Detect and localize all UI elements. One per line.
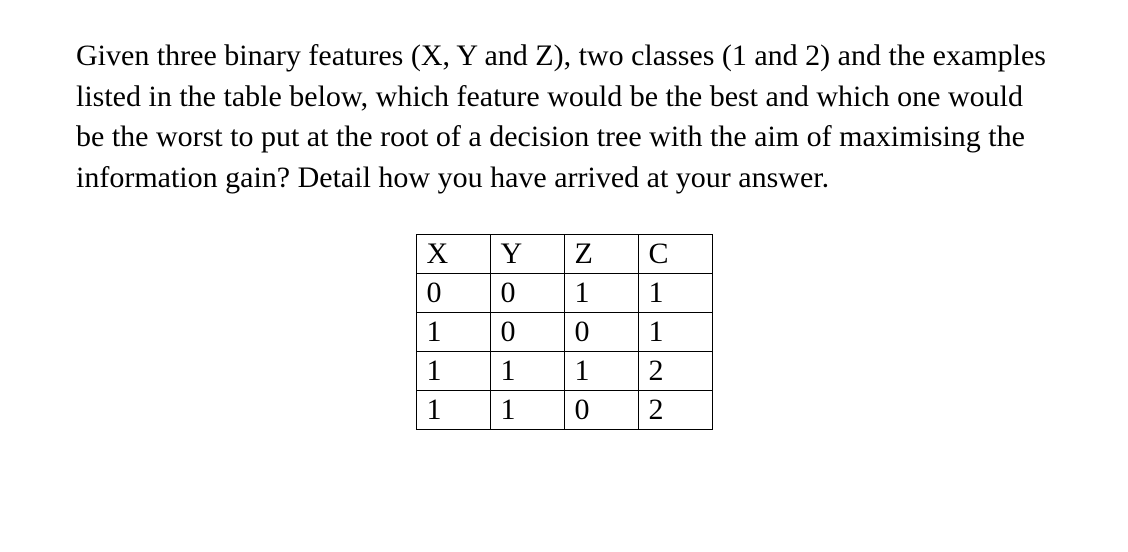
- table-header-row: X Y Z C: [416, 235, 712, 274]
- cell: 0: [490, 313, 564, 352]
- cell: 1: [638, 313, 712, 352]
- cell: 1: [416, 313, 490, 352]
- cell: 1: [416, 391, 490, 430]
- col-header: C: [638, 235, 712, 274]
- cell: 0: [564, 313, 638, 352]
- table-row: 1 0 0 1: [416, 313, 712, 352]
- col-header: Y: [490, 235, 564, 274]
- cell: 1: [416, 352, 490, 391]
- table-row: 0 0 1 1: [416, 274, 712, 313]
- table-row: 1 1 0 2: [416, 391, 712, 430]
- cell: 1: [638, 274, 712, 313]
- cell: 1: [564, 274, 638, 313]
- cell: 1: [490, 352, 564, 391]
- cell: 0: [564, 391, 638, 430]
- table-container: X Y Z C 0 0 1 1 1 0 0 1: [76, 234, 1052, 430]
- document-page: Given three binary features (X, Y and Z)…: [0, 0, 1128, 430]
- col-header: Z: [564, 235, 638, 274]
- cell: 2: [638, 391, 712, 430]
- cell: 1: [564, 352, 638, 391]
- cell: 0: [490, 274, 564, 313]
- table-row: 1 1 1 2: [416, 352, 712, 391]
- cell: 2: [638, 352, 712, 391]
- col-header: X: [416, 235, 490, 274]
- cell: 0: [416, 274, 490, 313]
- cell: 1: [490, 391, 564, 430]
- question-text: Given three binary features (X, Y and Z)…: [76, 36, 1052, 198]
- data-table: X Y Z C 0 0 1 1 1 0 0 1: [416, 234, 713, 430]
